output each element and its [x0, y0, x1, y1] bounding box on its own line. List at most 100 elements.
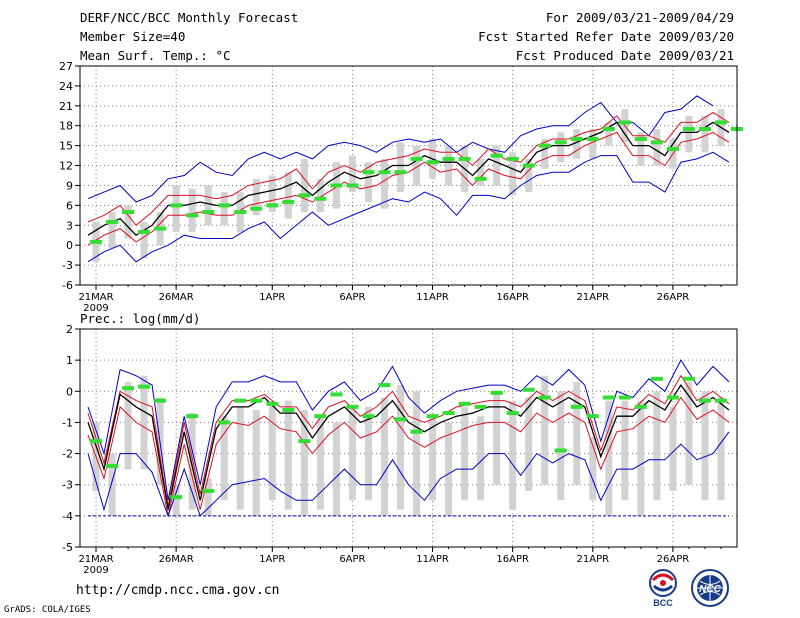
- temp-series-max: [87, 95, 714, 203]
- temp-median-marker: [154, 226, 167, 231]
- forecast-start-date: Fcst Started Refer Date 2009/03/20: [478, 29, 734, 44]
- temp-median-marker: [538, 143, 551, 148]
- temp-median-marker: [186, 213, 199, 218]
- prec-spread-box: [589, 438, 597, 501]
- temp-xtick-label: 21MAR: [78, 292, 113, 303]
- figure-title: DERF/NCC/BCC Monthly Forecast: [80, 10, 299, 25]
- temp-median-marker: [698, 127, 711, 132]
- prec-median-marker: [618, 395, 631, 400]
- prec-spread-box: [637, 400, 645, 516]
- grads-credit: GrADS: COLA/IGES: [4, 605, 91, 615]
- source-url: http://cmdp.ncc.cma.gov.cn: [76, 583, 280, 598]
- temp-median-marker: [234, 210, 247, 214]
- temp-spread-box: [557, 132, 565, 163]
- temp-xtick-label: 6APR: [339, 292, 365, 303]
- member-size-label: Member Size=40: [80, 29, 186, 44]
- prec-spread-box: [396, 385, 404, 510]
- temp-frame: [79, 65, 738, 286]
- temp-median-marker: [394, 170, 407, 175]
- temp-median-marker: [122, 210, 135, 214]
- prec-median-marker: [346, 404, 359, 409]
- prec-xtick-label: 6APR: [339, 554, 365, 565]
- temp-year-label: 2009: [83, 303, 108, 314]
- temp-ytick-label: 0: [66, 239, 73, 252]
- prec-median-marker: [122, 386, 135, 391]
- prec-series-mean: [87, 383, 730, 510]
- temp-median-marker: [554, 140, 567, 145]
- prec-spread-box: [413, 391, 421, 516]
- prec-spread-box: [557, 391, 565, 501]
- prec-spread-box: [348, 406, 356, 501]
- prec-median-marker: [170, 495, 183, 500]
- prec-spread-box: [364, 406, 372, 501]
- temp-ytick-label: 3: [66, 219, 73, 232]
- temp-median-marker: [714, 120, 727, 125]
- temp-median-marker: [522, 163, 535, 168]
- prec-median-marker: [314, 414, 327, 419]
- prec-ytick-label: -1: [62, 416, 73, 429]
- temp-median-marker: [474, 176, 487, 181]
- prec-median-marker: [218, 420, 231, 425]
- variable-label: Mean Surf. Temp.: °C: [80, 48, 231, 63]
- prec-spread-box: [140, 375, 148, 470]
- prec-median-marker: [266, 401, 279, 406]
- temp-ytick-label: 12: [59, 160, 73, 173]
- temp-ytick-label: 21: [59, 100, 73, 113]
- temp-median-marker: [298, 193, 311, 198]
- temp-spread-box: [477, 158, 485, 186]
- temp-spread-box: [188, 188, 196, 232]
- prec-spread-box: [445, 422, 453, 516]
- temp-spread-box: [573, 129, 581, 159]
- prec-ytick-label: 1: [66, 354, 73, 367]
- prec-spread-box: [284, 400, 292, 510]
- temp-spread-box: [124, 205, 132, 239]
- prec-spread-box: [461, 406, 469, 501]
- prec-median-marker: [474, 404, 487, 409]
- temp-ytick-label: -3: [62, 259, 73, 272]
- temp-spread-box: [396, 142, 404, 193]
- temp-median-marker: [138, 229, 151, 234]
- prec-median-marker: [682, 376, 695, 381]
- prec-series-max: [87, 359, 730, 501]
- temp-xtick-label: 1APR: [259, 292, 285, 303]
- prec-series-min: [87, 431, 730, 518]
- temp-spread-box: [685, 115, 693, 153]
- temp-median-marker: [458, 156, 471, 161]
- temp-spread-box: [172, 185, 180, 232]
- temp-spread-box: [589, 129, 597, 159]
- prec-ytick-label: 2: [66, 323, 73, 336]
- temp-spread-box: [364, 162, 372, 203]
- prec-median-marker: [698, 398, 711, 403]
- temp-median-marker: [266, 203, 279, 208]
- prec-median-marker: [714, 398, 727, 403]
- prec-median-marker: [666, 395, 679, 400]
- bcc-logo-icon: BCC: [649, 569, 677, 608]
- temp-spread-box: [300, 158, 308, 212]
- prec-median-marker: [154, 398, 167, 403]
- prec-spread-box: [573, 381, 581, 485]
- prec-spread-box: [236, 406, 244, 510]
- temp-series-lower: [87, 131, 730, 246]
- temp-spread-box: [108, 212, 116, 249]
- prec-median-marker: [362, 414, 375, 419]
- temp-median-marker: [442, 156, 455, 161]
- prec-ytick-label: -3: [62, 479, 73, 492]
- temp-median-marker: [490, 153, 503, 158]
- prec-median-marker: [330, 392, 343, 397]
- temp-spread-box: [605, 122, 613, 146]
- prec-median-marker: [490, 390, 503, 395]
- prec-median-marker: [458, 401, 471, 406]
- temp-median-marker: [106, 219, 119, 224]
- prec-median-marker: [442, 411, 455, 416]
- temp-median-marker: [90, 239, 103, 244]
- prec-spread-box: [268, 403, 276, 501]
- prec-median-marker: [394, 417, 407, 422]
- temp-median-marker: [378, 170, 391, 175]
- temp-spread-box: [284, 172, 292, 219]
- prec-median-marker: [570, 404, 583, 409]
- prec-spread-box: [188, 413, 196, 510]
- temp-ytick-label: 15: [59, 140, 73, 153]
- temp-spread-box: [252, 178, 260, 216]
- temp-median-marker: [634, 137, 647, 141]
- temp-ytick-label: -6: [62, 279, 73, 292]
